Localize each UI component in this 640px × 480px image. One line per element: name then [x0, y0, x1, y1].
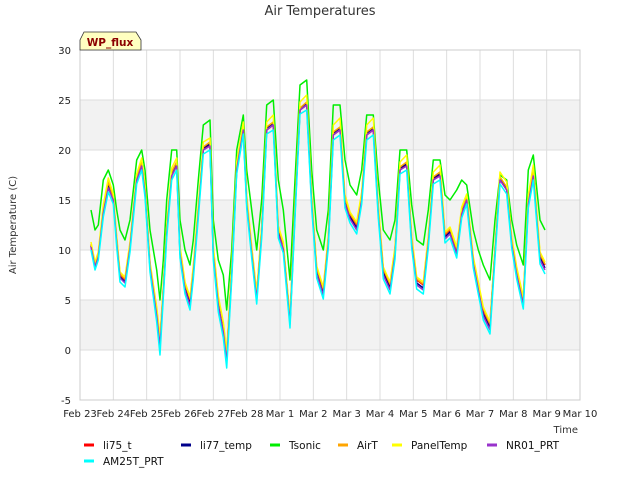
series-line-tsonic: [90, 79, 546, 311]
x-tick-labels: Feb 23 Feb 24 Feb 25 Feb 26 Feb 27 Feb 28 Mar …: [63, 409, 597, 420]
series-line-am25t-prt: [90, 109, 546, 369]
y-axis-label: Air Temperature (C): [8, 176, 19, 274]
x-tick-label: Feb 24: [97, 409, 131, 420]
x-tick-label: Feb 28: [230, 409, 264, 420]
site-badge: WP_flux: [79, 31, 142, 51]
legend-label-li75-t: li75_t: [103, 440, 132, 452]
x-tick-label: Mar 9: [532, 409, 560, 420]
x-tick-label: Mar 1: [266, 409, 294, 420]
y-tick-label: 10: [58, 246, 71, 257]
y-tick-label: 15: [58, 196, 71, 207]
legend-label-paneltemp: PanelTemp: [411, 440, 468, 452]
y-tick-labels: -5 0 5 10 15 20 25 30: [58, 46, 71, 407]
y-tick-label: 20: [58, 146, 71, 157]
x-tick-label: Feb 23: [63, 409, 97, 420]
plot-frame: [79, 49, 581, 401]
x-tick-label: Mar 6: [432, 409, 460, 420]
x-tick-label: Feb 27: [197, 409, 231, 420]
x-tick-label: Mar 3: [332, 409, 360, 420]
x-tick-label: Feb 26: [163, 409, 197, 420]
x-tick-label: Mar 10: [563, 409, 598, 420]
legend: li75_t li77_temp Tsonic AirT PanelTemp NR01_P…: [84, 440, 560, 468]
x-tick-label: Mar 8: [499, 409, 527, 420]
x-tick-label: Mar 7: [466, 409, 494, 420]
y-tick-label: 0: [65, 346, 71, 357]
x-tick-label: Feb 25: [130, 409, 164, 420]
x-tick-label: Mar 2: [299, 409, 327, 420]
chart-title: Air Temperatures: [264, 4, 375, 19]
x-tick-label: Mar 5: [399, 409, 427, 420]
y-tick-label: 5: [65, 296, 71, 307]
y-tick-label: 25: [58, 96, 71, 107]
x-tick-label: Mar 4: [366, 409, 394, 420]
y-tick-label: 30: [58, 46, 71, 57]
series-lines: [90, 79, 546, 369]
legend-label-am25t-prt: AM25T_PRT: [103, 456, 164, 468]
y-tick-label: -5: [61, 396, 71, 407]
legend-label-li77-temp: li77_temp: [200, 440, 252, 452]
legend-label-airt: AirT: [357, 440, 378, 452]
series-line-paneltemp: [90, 94, 546, 353]
site-badge-label: WP_flux: [87, 37, 134, 49]
legend-label-tsonic: Tsonic: [288, 440, 321, 452]
plot-band: [80, 100, 580, 150]
legend-label-nr01-prt: NR01_PRT: [506, 440, 560, 452]
x-axis-label: Time: [553, 425, 578, 436]
